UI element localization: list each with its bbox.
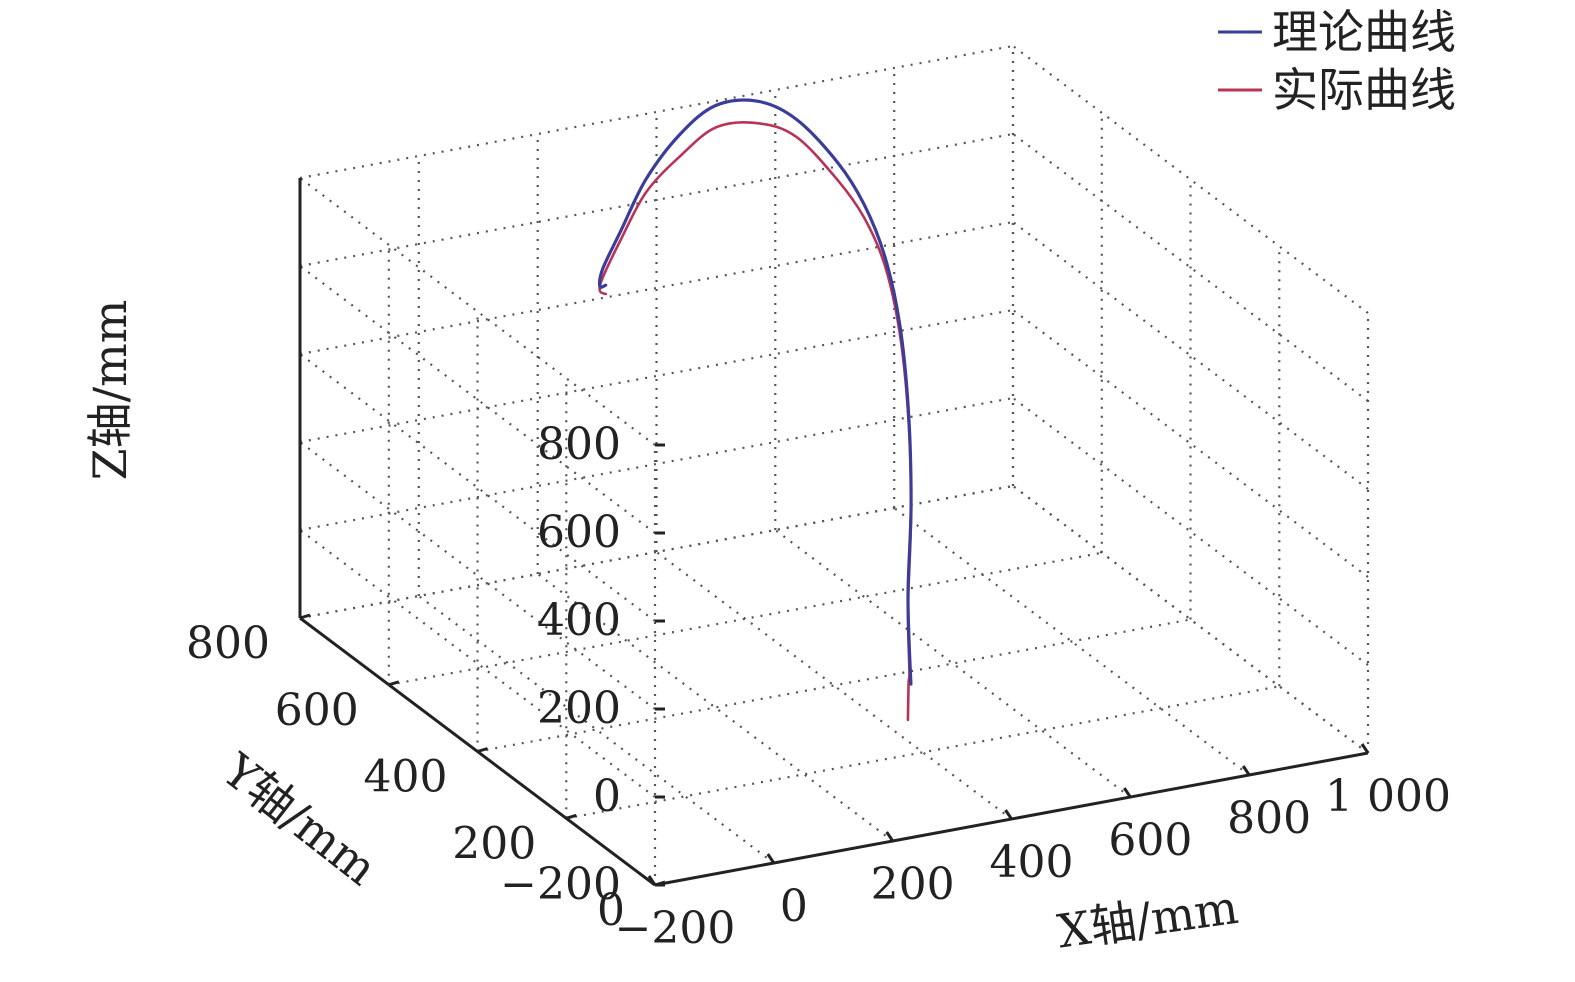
grid-line <box>774 529 1131 798</box>
grid-line <box>299 265 656 534</box>
series-line-theory <box>597 98 913 686</box>
y-tick-label: 400 <box>364 752 448 803</box>
x-tick-label: 200 <box>871 859 955 910</box>
x-tick-mark <box>647 875 657 886</box>
y-axis-label: Y轴/mm <box>212 742 387 895</box>
x-tick-label: 0 <box>780 881 808 932</box>
grid-line <box>299 484 1014 620</box>
z-tick-label: 800 <box>537 419 621 470</box>
x-tick-mark <box>766 853 776 864</box>
grid-line <box>1012 133 1369 402</box>
z-tick-label: 600 <box>537 507 621 558</box>
grid-line <box>299 177 656 446</box>
z-tick-label: −200 <box>500 859 621 910</box>
grid-line <box>1012 221 1369 490</box>
axes <box>298 178 1369 887</box>
x-tick-label: −200 <box>615 903 736 954</box>
legend-label-actual: 实际曲线 <box>1272 63 1456 117</box>
x-tick-mark <box>1123 787 1132 798</box>
y-tick-label: 800 <box>186 618 270 669</box>
z-tick-label: 0 <box>593 771 621 822</box>
grid-line <box>1012 45 1369 314</box>
x-tick-label: 400 <box>990 837 1074 888</box>
grid-line <box>418 595 775 864</box>
x-tick-mark <box>1241 765 1251 776</box>
series-line-actual <box>598 121 913 722</box>
x-tick-mark <box>1360 743 1370 754</box>
y-tick-label: 200 <box>452 818 536 869</box>
y-tick-mark <box>565 813 577 820</box>
z-tick-label: 400 <box>537 595 621 646</box>
grid-line <box>1012 485 1369 754</box>
grid-line <box>893 507 1250 776</box>
grid-line <box>299 308 1014 444</box>
y-tick-label: 0 <box>597 885 625 936</box>
y-tick-mark <box>299 613 311 620</box>
y-tick-mark <box>477 747 488 753</box>
series <box>597 98 913 722</box>
grid-line <box>299 441 656 710</box>
legend-label-theory: 理论曲线 <box>1272 5 1456 59</box>
grid-line <box>299 220 1014 356</box>
grid-line <box>477 618 1191 753</box>
z-axis-label: Z轴/mm <box>83 300 137 481</box>
x-tick-label: 800 <box>1227 793 1311 844</box>
z-tick-label: 200 <box>537 683 621 734</box>
grid-line <box>299 132 1014 268</box>
grid-line <box>299 44 1014 180</box>
grid-line <box>1012 397 1369 666</box>
y-tick-mark <box>388 680 400 687</box>
x-tick-mark <box>885 831 894 842</box>
grid-lines <box>298 44 1370 887</box>
x-tick-label: 1 000 <box>1325 771 1451 822</box>
legend: 理论曲线 实际曲线 <box>1218 5 1456 117</box>
x-tick-label: 600 <box>1108 815 1192 866</box>
grid-line <box>655 551 1013 820</box>
y-tick-mark <box>654 880 666 887</box>
grid-line <box>566 685 1280 820</box>
grid-line <box>299 396 1014 532</box>
y-tick-label: 600 <box>275 685 359 736</box>
x-axis-label: X轴/mm <box>1054 880 1241 959</box>
grid-line <box>299 353 656 622</box>
grid-line <box>537 573 894 842</box>
grid-line <box>1012 309 1369 578</box>
grid-line <box>299 529 656 798</box>
x-tick-mark <box>1004 809 1013 820</box>
grid-line <box>388 551 1103 686</box>
